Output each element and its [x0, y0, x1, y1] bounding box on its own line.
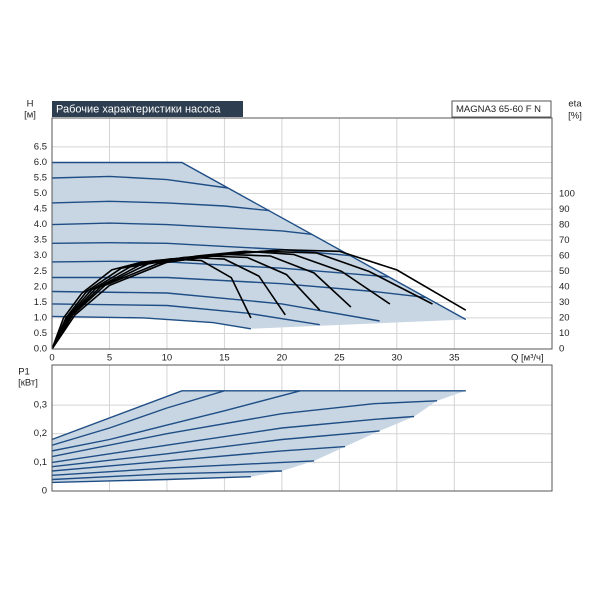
curve [52, 200, 270, 212]
y-tick-label: 5.5 [34, 173, 47, 184]
y-tick-label: 0.5 [34, 328, 47, 339]
curve [52, 390, 225, 446]
series-group [52, 390, 466, 484]
y2-tick-label: 90 [559, 204, 570, 215]
area [52, 390, 466, 483]
y-tick-label: 6.5 [34, 141, 47, 152]
y-tick-label: 2.0 [34, 281, 47, 292]
x-tick-label: 15 [219, 353, 230, 364]
y-tick-label: 2.5 [34, 266, 47, 277]
y-tick-label: 3.0 [34, 250, 47, 261]
curve [52, 303, 320, 326]
y-tick-label: 0,2 [34, 428, 47, 439]
x-label: Q [м³/ч] [511, 353, 544, 364]
y2-tick-label: 10 [559, 328, 570, 339]
title-box [52, 101, 243, 117]
y2-tick-label: 80 [559, 219, 570, 230]
x-tick-label: 0 [49, 353, 54, 364]
x-tick-label: 30 [392, 353, 403, 364]
y-tick-label: 4.0 [34, 219, 47, 230]
y2-tick-label: 30 [559, 297, 570, 308]
y2-tick-label: 100 [559, 188, 575, 199]
x-tick-label: 20 [277, 353, 288, 364]
curve [52, 390, 301, 452]
curve [52, 222, 312, 235]
curve [52, 445, 346, 472]
y2-tick-label: 50 [559, 266, 570, 277]
y-tick-label: 0 [42, 486, 47, 497]
y-unit: [кВт] [18, 378, 38, 389]
model-box [451, 100, 552, 118]
curve [52, 390, 466, 441]
curve [52, 415, 415, 464]
plots: 0.0 0.5 1.0 1.5 2.0 2.5 3.0 3.5 4.0 4.5 5.0 5.5 6.0 6… [34, 117, 575, 497]
curve [52, 260, 389, 278]
y-tick-label: 0,3 [34, 400, 47, 411]
x-tick-label: 10 [162, 353, 173, 364]
y-label: P1 [18, 367, 30, 378]
chart-title: Рабочие характеристики насоса [56, 103, 221, 115]
y-tick-label: 1.0 [34, 312, 47, 323]
y2-tick-label: 0 [559, 344, 564, 355]
curve [52, 161, 467, 321]
x-tick-label: 5 [107, 353, 112, 364]
curve [52, 175, 228, 189]
curve [52, 430, 380, 468]
y-tick-label: 6.0 [34, 157, 47, 168]
y-unit: [м] [24, 110, 36, 121]
x-tick-label: 35 [449, 353, 460, 364]
y2-tick-label: 60 [559, 250, 570, 261]
y-tick-label: 3.5 [34, 235, 47, 246]
curve [52, 470, 282, 481]
y-tick-label: 5.0 [34, 188, 47, 199]
curve [52, 290, 380, 322]
curve [52, 476, 251, 484]
model-label: MAGNA3 65-60 F N [456, 104, 541, 115]
y-label: H [27, 99, 34, 110]
x-tick-label: 25 [334, 353, 345, 364]
curve [52, 258, 252, 349]
y-tick-label: 1.5 [34, 297, 47, 308]
curve [52, 400, 438, 458]
curve [52, 460, 315, 476]
y2-label: eta [568, 99, 582, 110]
plot-frame [51, 364, 553, 492]
y-tick-label: 0,1 [34, 457, 47, 468]
y2-unit: [%] [568, 111, 582, 122]
curve [52, 315, 252, 330]
y2-tick-label: 70 [559, 235, 570, 246]
y-tick-label: 0.0 [34, 344, 47, 355]
plot-frame [51, 117, 553, 350]
y2-tick-label: 20 [559, 313, 570, 324]
y-tick-label: 4.5 [34, 204, 47, 215]
series-group [52, 161, 467, 349]
y2-tick-label: 40 [559, 282, 570, 293]
area [52, 162, 466, 329]
